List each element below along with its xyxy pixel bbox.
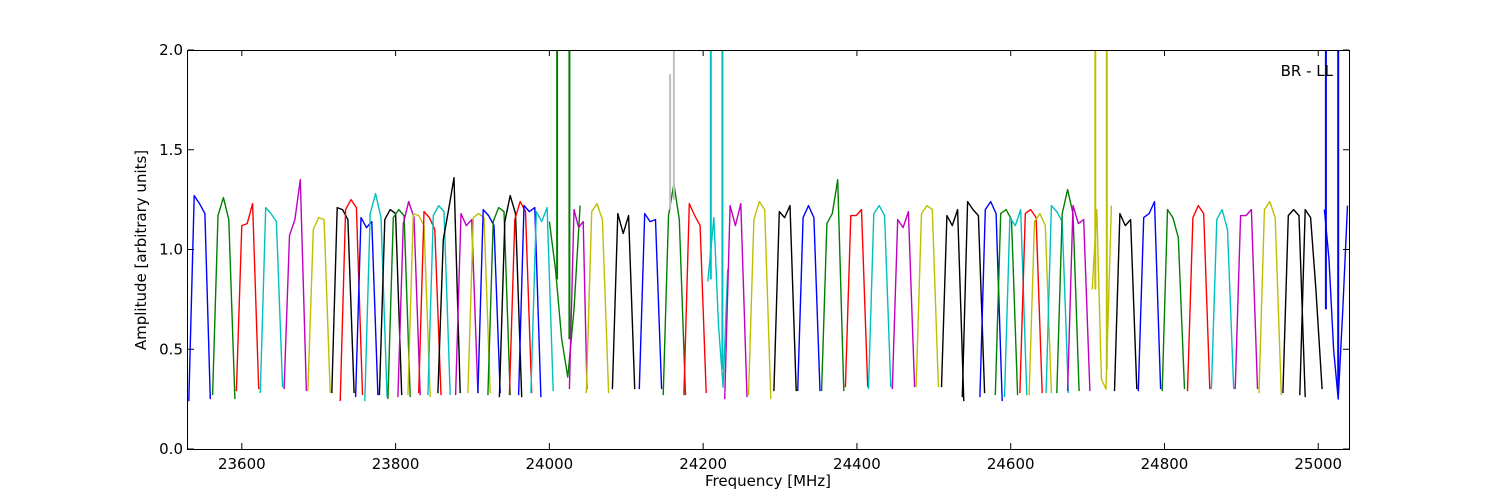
series-line-7 bbox=[339, 198, 364, 402]
series-line-59 bbox=[1258, 200, 1282, 396]
series-line-40 bbox=[891, 210, 916, 390]
series-line-25 bbox=[548, 205, 581, 378]
series-line-18 bbox=[467, 212, 491, 394]
series-line-62 bbox=[1323, 205, 1349, 400]
series-line-6 bbox=[331, 206, 355, 394]
series-line-38 bbox=[844, 208, 869, 388]
y-tick-label: 2.0 bbox=[159, 41, 183, 59]
x-axis-label: Frequency [MHz] bbox=[705, 472, 831, 490]
series-line-37 bbox=[820, 178, 845, 392]
series-line-20 bbox=[487, 206, 511, 396]
x-tick-label: 24600 bbox=[987, 455, 1035, 473]
series-line-2 bbox=[235, 202, 260, 392]
series-line-12 bbox=[397, 200, 421, 398]
series-line-36 bbox=[797, 204, 821, 392]
series-line-56 bbox=[1186, 204, 1211, 392]
x-tick-label: 24800 bbox=[1141, 455, 1189, 473]
x-tick-label: 24000 bbox=[526, 455, 574, 473]
series-line-35 bbox=[773, 204, 797, 392]
series-annotation: BR - LL bbox=[1281, 62, 1334, 80]
series-line-32 bbox=[707, 216, 729, 388]
y-axis-label: Amplitude [arbitrary units] bbox=[132, 150, 150, 350]
series-line-61 bbox=[1299, 208, 1323, 396]
series-line-33 bbox=[724, 202, 748, 400]
series-line-46 bbox=[1003, 208, 1028, 398]
x-tick-label: 24200 bbox=[679, 455, 727, 473]
series-line-53 bbox=[1113, 212, 1138, 392]
series-line-26 bbox=[568, 208, 588, 390]
x-tick-label: 23600 bbox=[218, 455, 266, 473]
series-line-13 bbox=[407, 212, 431, 398]
series-line-51 bbox=[1066, 204, 1091, 392]
series-line-29 bbox=[638, 212, 663, 390]
series-line-55 bbox=[1161, 208, 1186, 392]
series-line-58 bbox=[1234, 208, 1259, 390]
series-line-4 bbox=[283, 178, 308, 392]
series-line-39 bbox=[867, 204, 892, 390]
series-line-21 bbox=[498, 194, 523, 398]
x-tick-label: 23800 bbox=[372, 455, 420, 473]
series-line-43 bbox=[961, 200, 986, 398]
series-line-15 bbox=[427, 204, 451, 396]
series-line-16 bbox=[437, 176, 461, 394]
series-line-5 bbox=[307, 216, 331, 394]
series-line-11 bbox=[387, 208, 411, 400]
series-line-8 bbox=[354, 216, 379, 398]
series-line-42 bbox=[940, 208, 965, 402]
series-layer bbox=[188, 50, 1349, 402]
y-tick-label: 1.0 bbox=[159, 241, 183, 259]
x-tick-label: 25000 bbox=[1294, 455, 1342, 473]
x-axis: 23600 23800 24000 24200 24400 24600 24800 25000 bbox=[218, 50, 1342, 473]
series-line-45 bbox=[994, 208, 1019, 396]
series-line-34 bbox=[747, 200, 772, 400]
series-line-19 bbox=[477, 208, 501, 394]
x-tick-label: 24400 bbox=[833, 455, 881, 473]
y-tick-label: 1.5 bbox=[159, 141, 183, 159]
series-line-31 bbox=[683, 202, 707, 396]
series-line-60 bbox=[1282, 208, 1306, 398]
series-line-14 bbox=[418, 210, 442, 396]
series-line-0 bbox=[188, 194, 211, 402]
y-axis: 0.0 0.5 1.0 1.5 2.0 bbox=[159, 41, 1349, 458]
series-line-44 bbox=[979, 200, 1003, 402]
series-line-22 bbox=[508, 200, 533, 396]
series-line-1 bbox=[211, 196, 236, 400]
y-tick-label: 0.0 bbox=[159, 440, 183, 458]
series-line-50 bbox=[1056, 188, 1080, 394]
series-line-48 bbox=[1028, 212, 1053, 396]
series-line-10 bbox=[378, 208, 403, 396]
plot-frame bbox=[187, 50, 1350, 450]
series-line-47 bbox=[1019, 208, 1043, 394]
y-tick-label: 0.5 bbox=[159, 340, 183, 358]
series-line-17 bbox=[454, 212, 479, 396]
series-line-41 bbox=[915, 204, 940, 388]
series-line-28 bbox=[611, 212, 636, 390]
series-line-49 bbox=[1045, 204, 1070, 394]
series-line-23 bbox=[517, 204, 542, 398]
series-line-57 bbox=[1210, 208, 1235, 390]
series-line-24 bbox=[530, 206, 554, 394]
series-line-54 bbox=[1137, 200, 1162, 392]
series-line-3 bbox=[259, 206, 284, 394]
series-line-27 bbox=[585, 202, 610, 394]
